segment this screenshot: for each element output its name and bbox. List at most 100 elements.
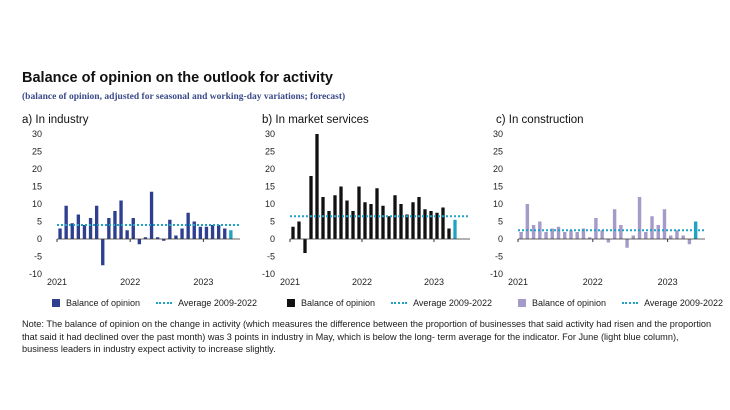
bar [315,134,319,239]
bar [631,235,636,239]
legend-construction: Balance of opinion Average 2009-2022 [518,298,723,308]
y-tick-label: 20 [32,164,42,174]
y-tick-label: -10 [490,269,503,279]
bar [76,214,81,239]
bar [625,239,629,248]
bar [563,232,567,239]
bar [327,211,331,239]
legend-bar-label: Balance of opinion [66,298,141,308]
bar [525,204,530,239]
legend-bar-swatch [52,299,60,307]
bar [210,225,215,239]
y-tick-label: 30 [265,129,275,139]
y-tick-label: 0 [270,234,275,244]
bar [569,230,573,239]
legend-average-label: Average 2009-2022 [644,298,723,308]
bar [556,226,561,239]
bar [363,202,367,239]
bar [107,218,111,239]
bar [387,216,391,239]
bar [662,209,667,239]
chart-title: Balance of opinion on the outlook for ac… [22,70,333,86]
x-tick-label: 2023 [658,277,678,287]
bar [381,205,385,239]
bar [441,207,445,239]
x-tick-label: 2021 [47,277,67,287]
y-tick-label: -5 [495,252,503,262]
bar [180,228,184,239]
bar [637,197,642,239]
bar [550,228,554,239]
y-tick-label: 20 [493,164,503,174]
legend-bar-label: Balance of opinion [532,298,607,308]
y-tick-label: 0 [37,234,42,244]
y-tick-label: 25 [265,147,275,157]
bar [162,239,166,241]
bar [453,219,457,239]
bar [94,205,99,239]
legend-average-swatch [156,302,173,304]
bar [405,214,409,239]
y-tick-label: 5 [37,217,42,227]
panel-title-services: b) In market services [262,114,369,126]
legend-bar-swatch [518,299,526,307]
bar [155,237,160,239]
bar [435,212,439,239]
bar [309,176,313,239]
bar [681,235,685,239]
legend-average-label: Average 2009-2022 [413,298,492,308]
bar [675,230,679,239]
bar [174,235,178,239]
y-tick-label: 10 [493,199,503,209]
y-tick-label: -5 [267,252,275,262]
bar [131,218,135,239]
y-tick-label: 30 [32,129,42,139]
bar [357,186,361,239]
bar [168,219,172,239]
services-chart: -10 -5 0 5 10 15 20 25 30 2021 2022 2023 [262,129,470,287]
bar [204,226,209,239]
bar [70,223,74,239]
chart-subtitle: (balance of opinion, adjusted for season… [22,92,346,102]
bar [82,225,87,239]
bar [303,239,307,253]
legend-average-swatch [391,302,408,304]
industry-chart: -10 -5 0 5 10 15 20 25 30 2021 2022 2023 [29,129,240,287]
bar [229,230,233,239]
bar [297,221,301,239]
bar [321,197,325,239]
bar [198,226,203,239]
bar [58,228,62,239]
bar [544,232,548,239]
bar [669,235,673,239]
panel-title-industry: a) In industry [22,114,89,126]
bar [411,202,415,239]
y-tick-label: 15 [493,182,503,192]
bar [399,204,403,239]
bar [612,209,617,239]
bar [119,200,123,239]
bar [656,225,660,239]
bar [88,218,93,239]
bar [519,232,523,239]
x-tick-label: 2021 [508,277,528,287]
bar [223,228,227,239]
bar [687,239,692,245]
x-tick-label: 2022 [583,277,603,287]
chart-note: Note: The balance of opinion on the chan… [22,319,712,354]
bar [600,230,604,239]
legend-services: Balance of opinion Average 2009-2022 [287,298,492,308]
y-tick-label: 30 [493,129,503,139]
bar [606,239,611,243]
bar [143,237,148,239]
legend-industry: Balance of opinion Average 2009-2022 [52,298,257,308]
x-tick-label: 2022 [120,277,140,287]
bar [417,197,421,239]
bar [531,225,536,239]
legend-average-label: Average 2009-2022 [178,298,257,308]
bar [351,211,355,239]
bar [192,221,196,239]
y-tick-label: 15 [265,182,275,192]
bar [137,239,142,245]
panel-title-construction: c) In construction [496,114,584,126]
